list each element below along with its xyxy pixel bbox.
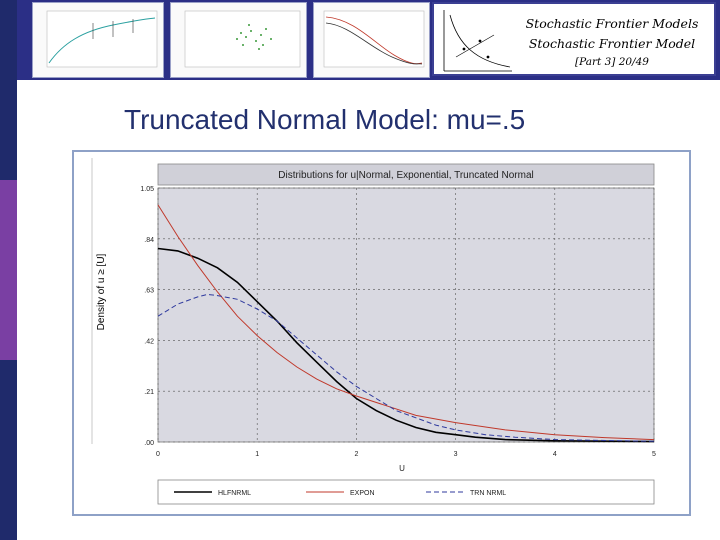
x-tick-label: 5 — [652, 451, 656, 458]
x-tick-labels: 0 1 2 3 4 5 — [156, 451, 656, 458]
plot-area — [157, 187, 655, 443]
legend-box — [157, 479, 655, 505]
chart-title: Distributions for u|Normal, Exponential,… — [278, 170, 533, 181]
legend-label: EXPON — [350, 490, 375, 497]
legend-label: TRN NRML — [470, 490, 506, 497]
x-tick-label: 3 — [454, 451, 458, 458]
slide-title: Truncated Normal Model: mu=.5 — [124, 104, 526, 135]
thumbnail-curve-plot — [32, 2, 164, 78]
x-tick-label: 0 — [156, 451, 160, 458]
grid-lines — [157, 187, 655, 443]
y-tick-label: 1.05 — [140, 186, 154, 193]
series-lines — [157, 204, 655, 443]
x-tick-label: 4 — [553, 451, 557, 458]
ylabel-strip — [74, 158, 122, 444]
x-axis-label: U — [399, 464, 405, 473]
header-banner: Stochastic Frontier Models Stochastic Fr… — [17, 0, 720, 80]
y-axis-label: Density of u ≥ [U] — [96, 253, 107, 330]
y-tick-label: .00 — [144, 440, 154, 447]
x-tick-label: 2 — [354, 451, 358, 458]
series-line-3 — [157, 293, 655, 442]
chart-title-bar — [157, 163, 655, 186]
y-tick-label: .42 — [144, 338, 154, 345]
legend: HLFNRML EXPON TRN NRML — [174, 490, 506, 497]
thumbnail-scatter-plot — [170, 2, 307, 78]
header-part-page: [Part 3] 20/49 — [575, 56, 649, 68]
y-tick-label: .84 — [144, 237, 154, 244]
series-line-2 — [157, 204, 655, 441]
left-stripe-top — [0, 0, 17, 180]
thumbnail-density-plot — [313, 2, 430, 78]
left-stripe-bottom — [0, 360, 17, 540]
x-tick-label: 1 — [255, 451, 259, 458]
density-chart: Density of u ≥ [U] Distributions for u|N… — [74, 158, 656, 505]
left-stripe-middle — [0, 180, 17, 360]
frontier-diagram-icon — [443, 10, 512, 72]
y-tick-label: .63 — [144, 288, 154, 295]
y-tick-label: .21 — [144, 389, 154, 396]
legend-label: HLFNRML — [218, 490, 251, 497]
y-tick-labels: 1.05 .84 .63 .42 .21 .00 — [140, 186, 154, 447]
header-title-line-1: Stochastic Frontier Models — [525, 16, 699, 31]
header-title-line-2: Stochastic Frontier Model — [528, 36, 696, 51]
series-line-1 — [157, 247, 655, 443]
header-title-box: Stochastic Frontier Models Stochastic Fr… — [432, 2, 716, 76]
